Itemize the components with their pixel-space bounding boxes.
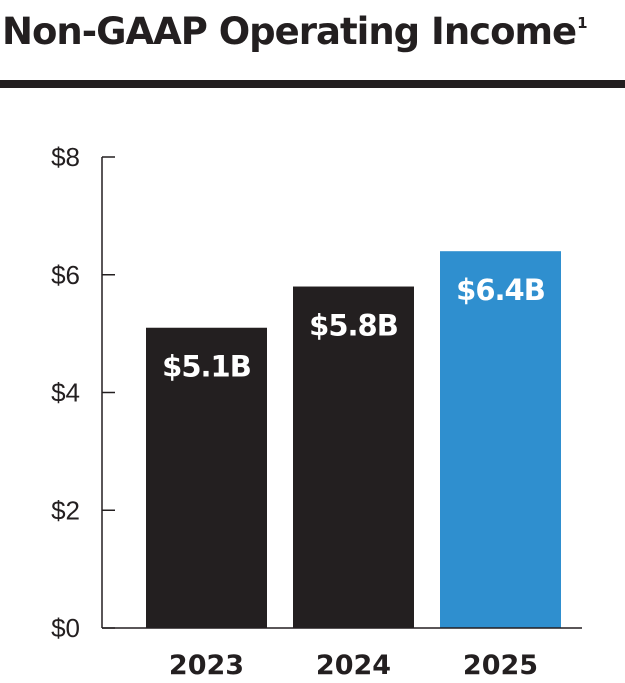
bar-2023 — [146, 327, 267, 628]
title-footnote-marker: 1 — [577, 14, 587, 32]
x-axis: 2023 2024 2025 — [102, 627, 582, 681]
y-tick-label: $8 — [51, 142, 80, 172]
bar-2025 — [440, 251, 561, 628]
x-tick-label-2023: 2023 — [169, 650, 244, 681]
y-tick-label: $2 — [51, 495, 80, 525]
y-tick-label: $4 — [51, 378, 80, 408]
data-label-2023: $5.1B — [162, 350, 251, 384]
data-label-2025: $6.4B — [456, 273, 545, 307]
x-tick-label-2025: 2025 — [463, 650, 538, 681]
bar-2024 — [293, 286, 414, 628]
chart-title-text: Non-GAAP Operating Income — [2, 10, 577, 53]
data-label-2024: $5.8B — [309, 309, 398, 343]
y-tick-label: $0 — [51, 613, 80, 643]
x-tick-label-2024: 2024 — [316, 650, 391, 681]
y-tick-label: $6 — [51, 260, 80, 290]
title-rule — [0, 80, 625, 88]
chart-title: Non-GAAP Operating Income1 — [2, 10, 588, 53]
bars: $5.1B $5.8B $6.4B — [146, 251, 561, 628]
y-axis: $0 $2 $4 $6 $8 — [51, 142, 115, 643]
